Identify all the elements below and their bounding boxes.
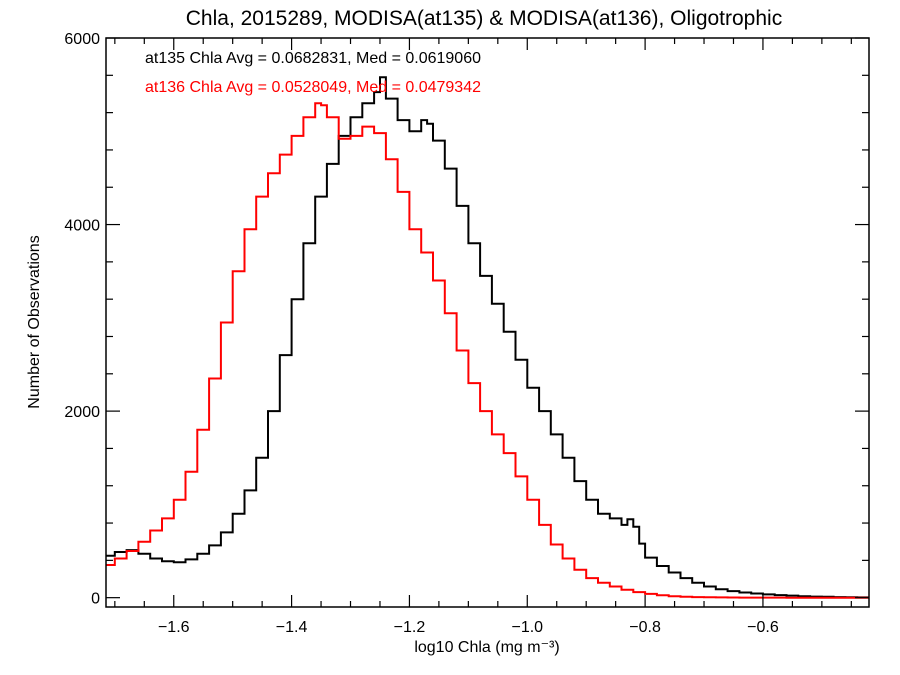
x-tick-label: −1.4	[276, 619, 308, 636]
y-axis-label: Number of Observations	[26, 235, 43, 408]
series-layer	[106, 76, 869, 599]
series-line-1	[106, 102, 869, 599]
x-axis: −1.6 −1.4 −1.2 −1.0 −0.8 −0.6	[114, 38, 852, 636]
x-tick-label: −1.2	[394, 619, 426, 636]
x-tick-label: −1.6	[158, 619, 190, 636]
x-tick-label: −0.6	[747, 619, 779, 636]
y-tick-label: 0	[91, 591, 100, 608]
x-tick-label: −0.8	[629, 619, 661, 636]
y-axis: 0 2000 4000 6000	[64, 31, 869, 608]
x-tick-label: −1.0	[511, 619, 543, 636]
y-tick-label: 4000	[64, 218, 100, 235]
series-line-0	[106, 76, 869, 599]
y-tick-label: 6000	[64, 31, 100, 48]
annotation-at136: at136 Chla Avg = 0.0528049, Med = 0.0479…	[145, 79, 481, 96]
annotation-at135: at135 Chla Avg = 0.0682831, Med = 0.0619…	[145, 50, 481, 67]
y-tick-label: 2000	[64, 404, 100, 421]
plot-frame	[105, 37, 870, 608]
x-axis-label: log10 Chla (mg m⁻³)	[414, 639, 559, 656]
chart-title: Chla, 2015289, MODISA(at135) & MODISA(at…	[186, 7, 782, 30]
